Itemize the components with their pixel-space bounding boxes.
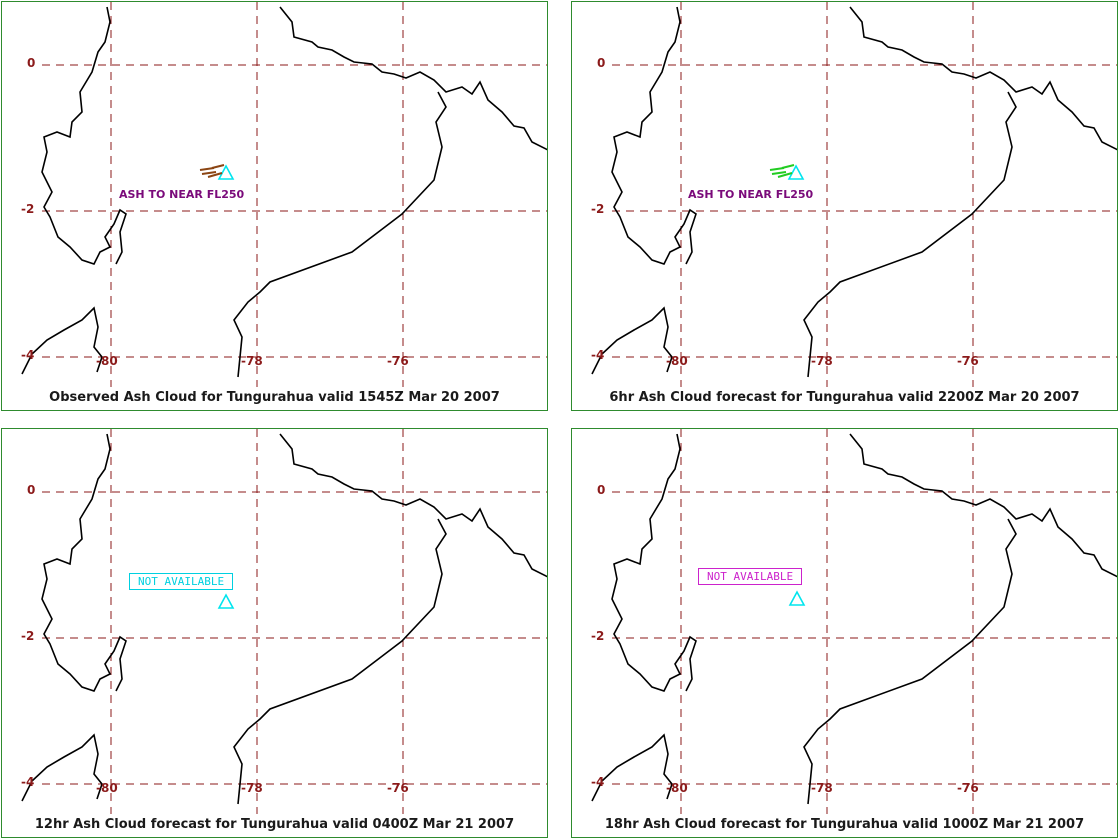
coastline — [41, 6, 127, 265]
map-canvas — [21, 429, 547, 814]
boundary-line — [233, 91, 447, 378]
volcano-icon — [217, 164, 235, 180]
grid-lines — [612, 429, 1117, 814]
not-available-box: NOT AVAILABLE — [129, 573, 234, 590]
ash-map-panel-12hr: 0 -2 -4 -80 -78 -76 NOT AVAILABLE 12hr A… — [1, 428, 548, 838]
coastline — [591, 733, 673, 802]
map-canvas — [21, 2, 547, 387]
ash-plume-stroke — [207, 172, 223, 178]
boundary-line — [803, 91, 1017, 378]
lon-label-minus76: -76 — [957, 781, 979, 795]
grid-lines — [42, 2, 547, 387]
ash-plume-stroke — [769, 167, 785, 171]
volcano-icon — [217, 593, 235, 609]
ash-map-panel-6hr: 0 -2 -4 -80 -78 -76 ASH TO NEAR FL250 6h… — [571, 1, 1118, 411]
lon-label-minus80: -80 — [96, 781, 118, 795]
panel-caption: 6hr Ash Cloud forecast for Tungurahua va… — [609, 390, 1080, 405]
lon-label-minus78: -78 — [811, 781, 833, 795]
ash-map-panel-18hr: 0 -2 -4 -80 -78 -76 NOT AVAILABLE 18hr A… — [571, 428, 1118, 838]
coastline — [849, 6, 1117, 151]
map-canvas — [591, 429, 1117, 814]
lat-label-0: 0 — [597, 483, 606, 497]
ash-plume-stroke — [201, 171, 217, 175]
ash-height-label: ASH TO NEAR FL250 — [688, 188, 814, 201]
volcano-icon — [788, 590, 806, 606]
lat-label-minus2: -2 — [21, 629, 35, 643]
lat-label-0: 0 — [597, 56, 606, 70]
coastline — [591, 306, 673, 375]
coastline — [279, 6, 547, 151]
coastline — [849, 433, 1117, 578]
lat-label-minus4: -4 — [591, 775, 605, 789]
coastline — [41, 433, 127, 692]
ash-plume-marks — [769, 164, 795, 178]
grid-lines — [42, 429, 547, 814]
grid-lines — [612, 2, 1117, 387]
coastline — [611, 6, 697, 265]
lat-label-minus4: -4 — [21, 775, 35, 789]
lon-label-minus78: -78 — [241, 354, 263, 368]
panel-caption: 12hr Ash Cloud forecast for Tungurahua v… — [34, 817, 515, 832]
lat-label-minus4: -4 — [591, 348, 605, 362]
ash-plume-stroke — [199, 167, 215, 171]
coastline — [279, 433, 547, 578]
ash-plume-stroke — [211, 164, 225, 169]
lon-label-minus80: -80 — [666, 781, 688, 795]
ash-plume-stroke — [771, 171, 787, 175]
lon-label-minus76: -76 — [387, 354, 409, 368]
ash-plume-stroke — [777, 172, 793, 178]
boundary-line — [803, 518, 1017, 805]
map-canvas — [591, 2, 1117, 387]
lat-label-minus4: -4 — [21, 348, 35, 362]
ash-plume-stroke — [781, 164, 795, 169]
coastline — [611, 433, 697, 692]
volcano-icon — [787, 164, 805, 180]
coastline — [21, 733, 103, 802]
ash-plume-marks — [199, 164, 225, 178]
ash-map-panel-observed: 0 -2 -4 -80 -78 -76 ASH TO NEAR FL250 Ob… — [1, 1, 548, 411]
ash-height-label: ASH TO NEAR FL250 — [119, 188, 245, 201]
boundary-line — [233, 518, 447, 805]
lon-label-minus80: -80 — [666, 354, 688, 368]
lat-label-0: 0 — [27, 483, 36, 497]
lon-label-minus78: -78 — [811, 354, 833, 368]
lon-label-minus76: -76 — [957, 354, 979, 368]
lon-label-minus78: -78 — [241, 781, 263, 795]
panel-caption: Observed Ash Cloud for Tungurahua valid … — [49, 390, 500, 405]
lon-label-minus80: -80 — [96, 354, 118, 368]
coastline — [21, 306, 103, 375]
lat-label-0: 0 — [27, 56, 36, 70]
panel-caption: 18hr Ash Cloud forecast for Tungurahua v… — [604, 817, 1085, 832]
lat-label-minus2: -2 — [591, 629, 605, 643]
lon-label-minus76: -76 — [387, 781, 409, 795]
not-available-box: NOT AVAILABLE — [698, 568, 803, 585]
lat-label-minus2: -2 — [591, 202, 605, 216]
lat-label-minus2: -2 — [21, 202, 35, 216]
